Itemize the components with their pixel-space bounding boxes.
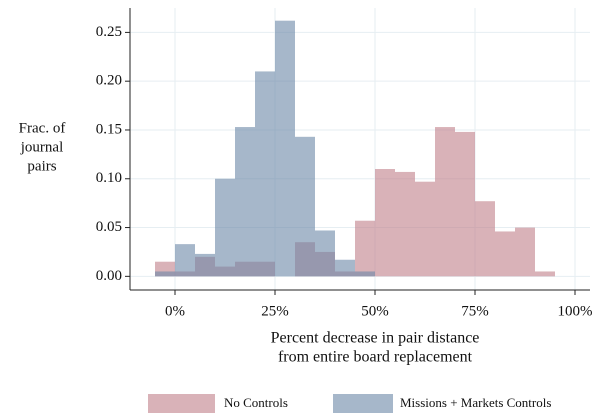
legend-swatch xyxy=(333,394,393,413)
bar xyxy=(255,71,275,277)
legend-label: No Controls xyxy=(224,395,288,410)
y-axis-label: pairs xyxy=(27,158,56,174)
y-tick-label: 0.15 xyxy=(96,121,122,137)
x-tick-label: 0% xyxy=(165,303,185,319)
bar xyxy=(275,20,295,277)
bar xyxy=(175,244,195,277)
bar xyxy=(395,171,415,277)
bar xyxy=(335,259,355,277)
y-tick-label: 0.10 xyxy=(96,170,122,186)
bar xyxy=(195,253,215,277)
x-axis-label: from entire board replacement xyxy=(278,349,473,366)
y-axis-label: Frac. of xyxy=(19,120,66,136)
bar xyxy=(355,271,375,277)
y-tick-label: 0.20 xyxy=(96,73,122,89)
x-tick-label: 100% xyxy=(558,303,593,319)
bar xyxy=(375,169,395,277)
bar xyxy=(215,178,235,277)
legend-label: Missions + Markets Controls xyxy=(400,395,551,410)
y-tick-label: 0.25 xyxy=(96,24,122,40)
bar xyxy=(435,127,455,277)
bar xyxy=(155,271,175,277)
bar xyxy=(535,271,555,277)
legend-swatch xyxy=(148,394,215,413)
x-tick-label: 75% xyxy=(461,303,489,319)
bar xyxy=(455,131,475,277)
bar xyxy=(295,136,315,277)
x-axis-label: Percent decrease in pair distance xyxy=(271,330,480,347)
x-tick-label: 25% xyxy=(261,303,289,319)
bar xyxy=(495,231,515,277)
bar xyxy=(235,127,255,277)
bar xyxy=(415,181,435,277)
bar xyxy=(475,201,495,277)
y-axis-label: journal xyxy=(20,139,64,155)
y-tick-label: 0.00 xyxy=(96,268,122,284)
x-tick-label: 50% xyxy=(361,303,389,319)
bar xyxy=(355,220,375,277)
y-tick-label: 0.05 xyxy=(96,219,122,235)
bar xyxy=(315,230,335,277)
bar xyxy=(515,227,535,277)
